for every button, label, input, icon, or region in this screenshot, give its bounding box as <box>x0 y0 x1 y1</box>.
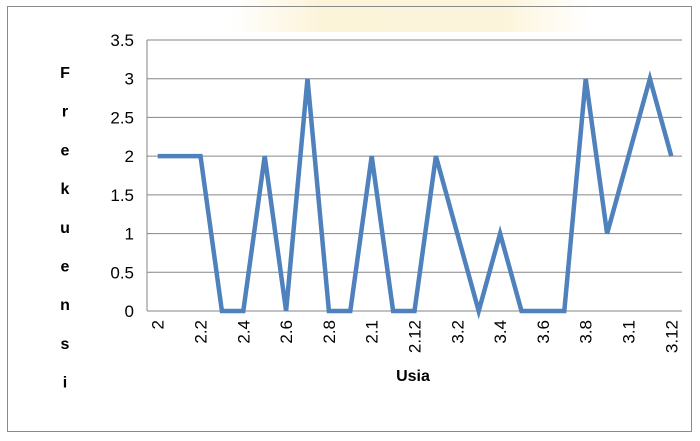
y-tick-label: 3 <box>125 70 134 89</box>
x-tick-label: 3.2 <box>448 320 467 344</box>
watermark-logo-band <box>230 0 590 32</box>
chart-frame <box>7 6 692 432</box>
x-tick-label: 3.4 <box>491 320 510 344</box>
gridlines <box>146 39 682 312</box>
x-axis-ticks: 2 2.2 2.4 2.6 2.8 2.1 2.12 3.2 3.4 3.6 3.8 3.1 3.12 <box>149 320 682 353</box>
y-tick-label: 2.5 <box>110 108 134 127</box>
x-tick-label: 2.12 <box>406 320 425 353</box>
x-tick-label: 3.8 <box>577 320 596 344</box>
y-tick-label: 3.5 <box>110 31 134 50</box>
y-tick-label: 1.5 <box>110 186 134 205</box>
y-axis-title-letter: F <box>60 65 70 82</box>
y-tick-label: 1 <box>125 225 134 244</box>
x-tick-label: 2.1 <box>363 320 382 344</box>
y-axis-title-letter: e <box>61 259 70 276</box>
y-axis-title-letter: r <box>62 104 68 121</box>
watermark-band <box>0 0 700 40</box>
x-tick-label: 2 <box>149 320 168 329</box>
y-axis-title-letter: i <box>63 375 67 392</box>
y-axis-title-letter: s <box>61 336 70 353</box>
y-tick-label: 0 <box>125 302 134 321</box>
y-axis-ticks: 0 0.5 1 1.5 2 2.5 3 3.5 <box>110 31 134 321</box>
x-tick-label: 2.6 <box>277 320 296 344</box>
y-axis-title-letter: e <box>61 142 70 159</box>
y-axis-title-letter: k <box>61 181 70 198</box>
x-tick-label: 3.12 <box>662 320 681 353</box>
x-tick-label: 3.6 <box>534 320 553 344</box>
x-axis-title: Usia <box>396 368 430 385</box>
x-tick-label: 3.1 <box>620 320 639 344</box>
y-tick-label: 0.5 <box>110 263 134 282</box>
series-line <box>157 70 674 320</box>
y-axis-title-letter: n <box>60 297 70 314</box>
y-tick-label: 2 <box>125 147 134 166</box>
y-axis-title: Fr e k u e n s i <box>60 65 70 392</box>
x-tick-label: 2.8 <box>320 320 339 344</box>
x-tick-label: 2.2 <box>192 320 211 344</box>
y-axis-title-letter: u <box>60 220 70 237</box>
x-tick-label: 2.4 <box>234 320 253 344</box>
